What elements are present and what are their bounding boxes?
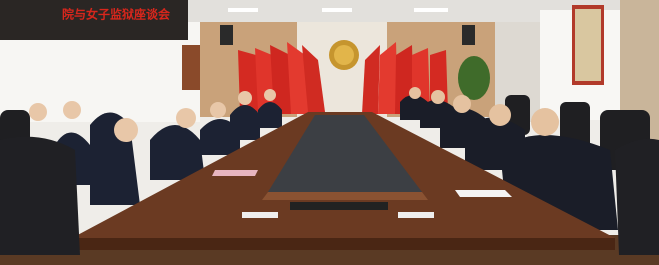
painting-inner (575, 9, 601, 81)
face (531, 108, 559, 136)
ceiling-light (228, 8, 258, 12)
paper (398, 212, 434, 218)
speaker (220, 25, 233, 45)
table-center-edge (262, 192, 428, 200)
nameplate (290, 202, 388, 210)
emblem-inner (334, 45, 354, 65)
speaker (462, 25, 475, 45)
person (230, 105, 260, 140)
face (210, 102, 226, 118)
paper (455, 190, 512, 197)
face (63, 101, 81, 119)
face (264, 89, 276, 101)
banner-text: 院与女子监狱座谈会 (62, 7, 171, 22)
face (453, 95, 471, 113)
ceiling-light (414, 8, 448, 12)
paper (242, 212, 278, 218)
face (114, 118, 138, 142)
table-edge (72, 238, 615, 250)
door (182, 45, 200, 90)
face (176, 108, 196, 128)
plant (458, 56, 490, 100)
face (409, 87, 421, 99)
face (238, 91, 252, 105)
face (29, 103, 47, 121)
ceiling-light (322, 8, 352, 12)
meeting-photo: 院与女子监狱座谈会 (0, 0, 659, 265)
face (431, 90, 445, 104)
chair (0, 137, 80, 255)
paper (212, 170, 258, 176)
page: 院与女子监狱座谈会 (0, 0, 659, 265)
face (489, 104, 511, 126)
chair (615, 139, 659, 255)
